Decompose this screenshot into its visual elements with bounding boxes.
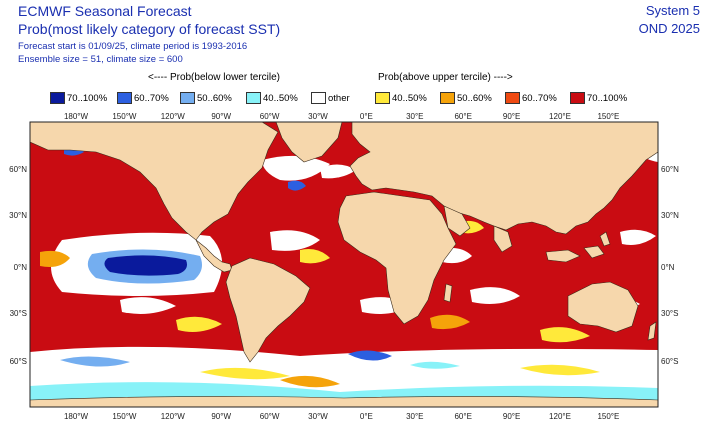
legend-item: other [311, 92, 350, 104]
axis-label: 60°S [661, 357, 678, 366]
axis-label: 60°E [454, 112, 471, 121]
axis-label: 60°E [454, 412, 471, 421]
axis-label: 30°N [9, 211, 27, 220]
map-field [30, 122, 658, 407]
axis-label: 150°E [597, 112, 619, 121]
axis-label: 150°E [597, 412, 619, 421]
axis-label: 30°E [406, 412, 423, 421]
map-title: ECMWF Seasonal Forecast [18, 3, 192, 19]
legend-caption-above: Prob(above upper tercile) ----> [378, 72, 513, 83]
axis-label: 60°W [260, 412, 280, 421]
axis-label: 60°S [10, 357, 27, 366]
latitude-labels-left: 60°N 30°N 0°N 30°S 60°S [9, 165, 27, 366]
legend-item: 40..50% [375, 92, 427, 104]
legend-label: other [328, 92, 350, 104]
longitude-labels-bottom: 180°W 150°W 120°W 90°W 60°W 30°W 0°E 30°E 60°E 90… [64, 412, 619, 421]
axis-label: 90°W [211, 412, 231, 421]
land-masses [30, 122, 658, 407]
axis-label: 30°E [406, 112, 423, 121]
legend-caption-below: <---- Prob(below lower tercile) [148, 72, 280, 83]
legend-swatch [440, 92, 455, 104]
axis-label: 30°S [661, 309, 678, 318]
legend-label: 50..60% [457, 92, 492, 104]
axis-label: 30°W [308, 412, 328, 421]
legend-item: 50..60% [440, 92, 492, 104]
legend-swatch [311, 92, 326, 104]
axis-label: 120°W [161, 112, 186, 121]
legend: 70..100% 60..70% 50..60% 40..50% other 40..50… [50, 92, 650, 106]
axis-label: 30°S [10, 309, 27, 318]
axis-label: 0°N [661, 263, 675, 272]
map-subtitle: Prob(most likely category of forecast SS… [18, 21, 281, 37]
system-label: System 5 [645, 3, 700, 18]
axis-label: 150°W [112, 412, 137, 421]
axis-label: 60°N [9, 165, 27, 174]
legend-item: 40..50% [246, 92, 298, 104]
legend-label: 70..100% [587, 92, 628, 104]
axis-label: 0°N [14, 263, 28, 272]
legend-item: 70..100% [50, 92, 107, 104]
legend-item: 50..60% [180, 92, 232, 104]
axis-label: 0°E [360, 112, 373, 121]
legend-item: 70..100% [570, 92, 627, 104]
legend-item: 60..70% [117, 92, 169, 104]
forecast-map: 180°W 150°W 120°W 90°W 60°W 30°W 0°E 30°E 60°E 90… [9, 112, 679, 421]
axis-label: 180°W [64, 412, 89, 421]
legend-swatch [246, 92, 261, 104]
axis-label: 30°W [308, 112, 328, 121]
latitude-labels-right: 60°N 30°N 0°N 30°S 60°S [661, 165, 679, 366]
axis-label: 90°E [503, 112, 520, 121]
axis-label: 120°W [161, 412, 186, 421]
axis-label: 120°E [549, 412, 571, 421]
legend-swatch [180, 92, 195, 104]
axis-label: 150°W [112, 112, 137, 121]
axis-label: 60°W [260, 112, 280, 121]
legend-swatch [117, 92, 132, 104]
axis-label: 90°E [503, 412, 520, 421]
legend-swatch [375, 92, 390, 104]
legend-label: 60..70% [522, 92, 557, 104]
legend-label: 40..50% [263, 92, 298, 104]
legend-swatch [505, 92, 520, 104]
legend-swatch [50, 92, 65, 104]
forecast-start-info: Forecast start is 01/09/25, climate peri… [18, 41, 248, 52]
axis-label: 120°E [549, 112, 571, 121]
legend-label: 70..100% [67, 92, 108, 104]
legend-label: 40..50% [392, 92, 427, 104]
axis-label: 180°W [64, 112, 89, 121]
ensemble-size-info: Ensemble size = 51, climate size = 600 [18, 54, 183, 65]
axis-label: 90°W [211, 112, 231, 121]
legend-label: 50..60% [197, 92, 232, 104]
legend-item: 60..70% [505, 92, 557, 104]
map-frame [29, 121, 659, 408]
legend-label: 60..70% [134, 92, 169, 104]
longitude-labels-top: 180°W 150°W 120°W 90°W 60°W 30°W 0°E 30°E 60°E 90… [64, 112, 619, 121]
axis-label: 60°N [661, 165, 679, 174]
axis-label: 0°E [360, 412, 373, 421]
axis-label: 30°N [661, 211, 679, 220]
legend-swatch [570, 92, 585, 104]
forecast-period-label: OND 2025 [638, 21, 700, 36]
